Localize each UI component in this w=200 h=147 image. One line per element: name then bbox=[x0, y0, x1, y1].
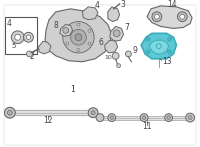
Circle shape bbox=[63, 22, 94, 53]
Circle shape bbox=[186, 113, 195, 122]
Circle shape bbox=[63, 27, 69, 33]
Circle shape bbox=[75, 34, 82, 41]
Circle shape bbox=[108, 114, 116, 122]
Text: 11: 11 bbox=[142, 122, 152, 131]
Text: 7: 7 bbox=[124, 23, 129, 32]
Polygon shape bbox=[45, 9, 112, 62]
Text: 4: 4 bbox=[95, 1, 99, 10]
Circle shape bbox=[168, 37, 172, 41]
Polygon shape bbox=[105, 40, 118, 53]
Circle shape bbox=[66, 42, 69, 45]
Circle shape bbox=[11, 31, 24, 44]
Circle shape bbox=[77, 49, 80, 51]
Circle shape bbox=[4, 107, 15, 118]
Circle shape bbox=[147, 51, 149, 53]
Text: 4: 4 bbox=[7, 19, 12, 28]
Circle shape bbox=[140, 114, 148, 122]
Circle shape bbox=[154, 14, 159, 19]
Circle shape bbox=[15, 34, 21, 40]
Circle shape bbox=[169, 51, 170, 53]
Circle shape bbox=[165, 114, 173, 122]
Circle shape bbox=[177, 12, 187, 22]
Circle shape bbox=[88, 108, 98, 118]
Text: 10: 10 bbox=[104, 55, 112, 60]
Circle shape bbox=[24, 32, 33, 42]
Circle shape bbox=[152, 12, 162, 22]
Circle shape bbox=[88, 42, 91, 45]
Circle shape bbox=[142, 116, 146, 119]
Polygon shape bbox=[38, 41, 51, 54]
Text: 1: 1 bbox=[70, 85, 75, 94]
Text: 5: 5 bbox=[12, 43, 16, 49]
Circle shape bbox=[113, 30, 120, 37]
Polygon shape bbox=[147, 6, 192, 28]
Circle shape bbox=[188, 116, 192, 120]
Circle shape bbox=[110, 116, 114, 119]
Polygon shape bbox=[82, 7, 98, 20]
Circle shape bbox=[71, 29, 86, 45]
Circle shape bbox=[88, 29, 91, 32]
Text: 12: 12 bbox=[43, 116, 53, 125]
Circle shape bbox=[169, 38, 170, 40]
Text: 3: 3 bbox=[121, 0, 125, 9]
Polygon shape bbox=[149, 40, 169, 54]
Circle shape bbox=[156, 44, 161, 49]
Circle shape bbox=[117, 64, 121, 68]
Polygon shape bbox=[110, 26, 124, 41]
Circle shape bbox=[112, 52, 119, 59]
Circle shape bbox=[146, 37, 150, 41]
Polygon shape bbox=[60, 25, 73, 36]
Circle shape bbox=[26, 35, 31, 39]
Polygon shape bbox=[141, 33, 176, 59]
Text: 8: 8 bbox=[53, 21, 58, 30]
Circle shape bbox=[7, 110, 12, 115]
Text: 14: 14 bbox=[167, 0, 176, 9]
Circle shape bbox=[167, 116, 170, 119]
Circle shape bbox=[91, 111, 95, 115]
Circle shape bbox=[180, 14, 185, 19]
Circle shape bbox=[168, 50, 172, 54]
Circle shape bbox=[66, 29, 69, 32]
Circle shape bbox=[27, 51, 32, 57]
Polygon shape bbox=[108, 7, 120, 22]
Text: 9: 9 bbox=[132, 46, 137, 55]
Circle shape bbox=[96, 114, 104, 122]
Text: 13: 13 bbox=[162, 57, 171, 66]
Circle shape bbox=[77, 23, 80, 26]
Text: 2: 2 bbox=[29, 52, 34, 61]
Circle shape bbox=[125, 51, 131, 57]
Text: 6: 6 bbox=[98, 38, 103, 47]
FancyBboxPatch shape bbox=[4, 5, 196, 145]
Circle shape bbox=[146, 50, 150, 54]
FancyBboxPatch shape bbox=[5, 17, 37, 54]
Circle shape bbox=[147, 38, 149, 40]
